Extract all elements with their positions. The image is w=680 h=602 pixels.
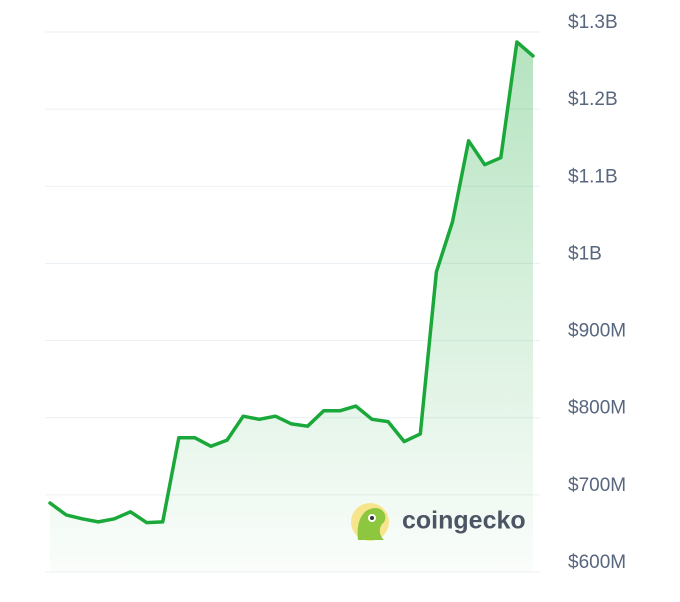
y-tick-label: $900M bbox=[568, 321, 626, 342]
watermark: coingecko bbox=[351, 503, 526, 541]
y-tick-label: $1B bbox=[568, 243, 602, 264]
y-tick-label: $600M bbox=[568, 552, 626, 573]
y-tick-label: $1.3B bbox=[568, 12, 618, 33]
logo-pupil bbox=[370, 516, 374, 520]
area bbox=[50, 42, 533, 572]
watermark-text: coingecko bbox=[402, 507, 526, 535]
y-tick-label: $1.1B bbox=[568, 166, 618, 187]
y-tick-label: $700M bbox=[568, 475, 626, 496]
y-tick-label: $1.2B bbox=[568, 89, 618, 110]
y-tick-label: $800M bbox=[568, 398, 626, 419]
line bbox=[48, 40, 535, 525]
logo-gecko bbox=[357, 508, 386, 540]
